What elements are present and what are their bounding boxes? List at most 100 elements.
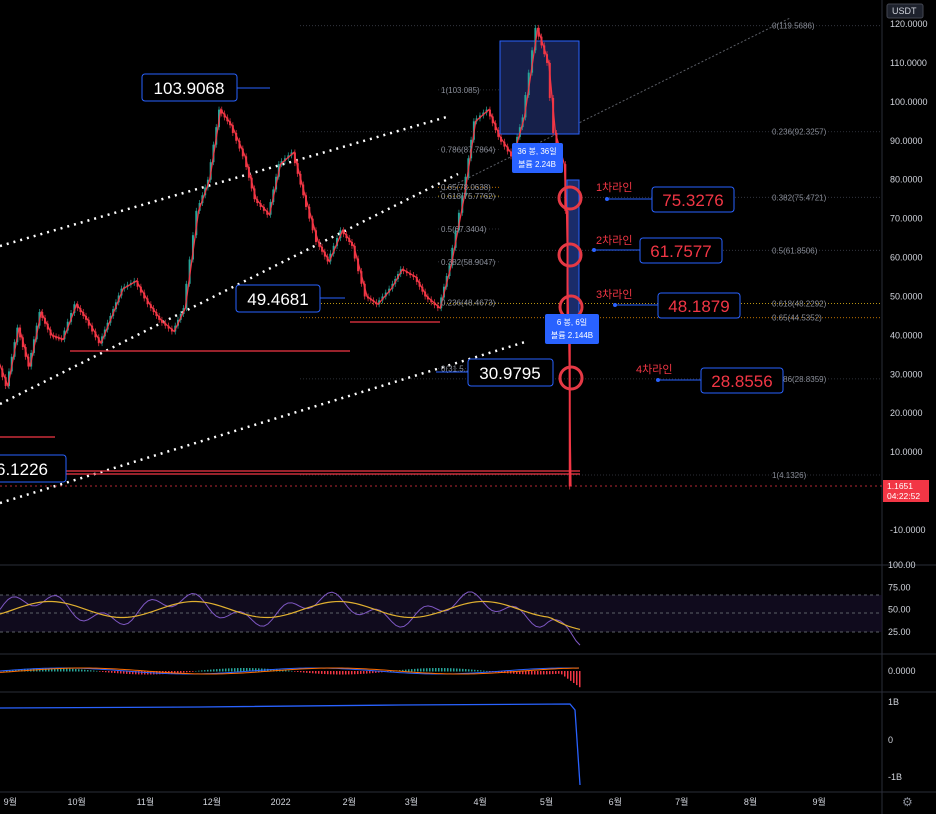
- level-label: 3차라인: [596, 288, 632, 301]
- macd-bar: [114, 671, 116, 674]
- currency-badge[interactable]: USDT: [886, 3, 924, 19]
- macd-bar: [219, 668, 221, 672]
- channel-lower-line: [0, 340, 526, 505]
- macd-bar: [501, 671, 503, 673]
- volume-tick: -1B: [888, 772, 902, 782]
- callout-30-text: 30.9795: [479, 364, 540, 383]
- fib-right-labels: 0(119.5686) 0.236(92.3257) 0.382(75.4721) 0…: [772, 22, 827, 480]
- measure-box[interactable]: [499, 40, 580, 135]
- macd-bar: [207, 669, 209, 672]
- price-tick: 90.0000: [890, 136, 923, 146]
- fib-mid-label: 0.618(75.7762): [441, 192, 496, 201]
- macd-bar: [228, 668, 230, 672]
- channel-middle-line: [0, 172, 459, 406]
- candle-body: [531, 50, 534, 73]
- macd-bar: [354, 671, 356, 675]
- level-value: 61.7577: [650, 242, 711, 261]
- price-tick: 120.0000: [890, 19, 928, 29]
- macd-bar: [360, 671, 362, 674]
- macd-bar: [216, 669, 218, 672]
- time-axis[interactable]: 9월 10월 11월 12월 2022 2월 3월 4월 5월 6월 7월 8월 9월: [4, 796, 826, 807]
- macd-pane: [0, 667, 581, 688]
- macd-bar: [516, 671, 518, 674]
- rsi-tick: 100.00: [888, 560, 916, 570]
- macd-bar: [372, 671, 374, 674]
- settings-icon[interactable]: ⚙: [902, 795, 913, 809]
- info-box-1: 36 봉, 36일 볼륨 2.24B: [512, 143, 563, 173]
- macd-bar: [288, 670, 290, 672]
- time-tick: 9월: [4, 796, 17, 807]
- rsi-tick: 75.00: [888, 582, 911, 592]
- currency-text: USDT: [892, 6, 917, 16]
- level-value-box: [657, 292, 741, 319]
- current-price-value: 1.1651: [887, 481, 913, 491]
- macd-bar: [258, 668, 260, 672]
- macd-bar: [390, 670, 392, 672]
- macd-bar: [327, 671, 329, 675]
- macd-bar: [414, 668, 416, 672]
- macd-bar: [561, 671, 563, 675]
- macd-bar: [573, 671, 575, 683]
- signal-line: [0, 667, 580, 675]
- time-tick: 4월: [473, 796, 486, 807]
- candle-body: [555, 132, 558, 149]
- flow-line: [0, 703, 581, 786]
- macd-bar: [576, 671, 578, 686]
- rsi-pane: [0, 591, 882, 646]
- macd-bar: [126, 671, 128, 674]
- macd-bar: [543, 671, 545, 675]
- macd-bar: [252, 668, 254, 672]
- macd-bar: [63, 668, 65, 672]
- time-tick: 9월: [813, 796, 826, 807]
- macd-bar: [102, 671, 104, 672]
- price-tick: 20.0000: [890, 408, 923, 418]
- macd-bar: [318, 671, 320, 674]
- macd-bar: [225, 668, 227, 672]
- rsi-ma-line: [0, 600, 581, 631]
- macd-bar: [456, 668, 458, 672]
- macd-bar: [348, 671, 350, 675]
- macd-bar: [96, 670, 98, 672]
- candle-body: [461, 195, 464, 213]
- level-label: 2차라인: [596, 234, 632, 247]
- macd-bar: [243, 668, 245, 672]
- svg-text:볼륨 2.144B: 볼륨 2.144B: [551, 330, 593, 340]
- macd-bar: [111, 671, 113, 673]
- callout-6-text: 6.1226: [0, 460, 48, 479]
- macd-bar: [435, 668, 437, 672]
- macd-bar: [72, 668, 74, 672]
- macd-bar: [531, 671, 533, 675]
- macd-bar: [132, 671, 134, 675]
- macd-bar: [417, 668, 419, 672]
- volume-tick: 0: [888, 735, 893, 745]
- target-circle-4: [558, 365, 584, 391]
- macd-bar: [282, 670, 284, 672]
- volume-tick: 1B: [888, 697, 899, 707]
- fib-label: 0.5(61.8506): [772, 246, 818, 255]
- macd-bar: [528, 671, 530, 675]
- macd-bar: [123, 671, 125, 674]
- fib-label: 1(4.1326): [772, 471, 807, 480]
- macd-bar: [471, 669, 473, 672]
- price-tick: 50.0000: [890, 291, 923, 301]
- price-tick: 70.0000: [890, 214, 923, 224]
- macd-bar: [549, 671, 551, 675]
- macd-bar: [483, 670, 485, 672]
- macd-bar: [60, 668, 62, 672]
- callout-103-text: 103.9068: [154, 79, 225, 98]
- candle-body: [548, 62, 551, 98]
- trend-channel: [0, 114, 526, 505]
- candle-body: [552, 97, 555, 133]
- macd-bar: [84, 669, 86, 672]
- macd-bar: [339, 671, 341, 675]
- macd-bar: [480, 670, 482, 672]
- svg-text:볼륨 2.24B: 볼륨 2.24B: [518, 159, 556, 169]
- macd-bar: [441, 668, 443, 672]
- time-tick: 6월: [609, 796, 622, 807]
- macd-bar: [474, 669, 476, 672]
- rsi-tick: 25.00: [888, 627, 911, 637]
- macd-bar: [453, 668, 455, 672]
- svg-text:36 봉, 36일: 36 봉, 36일: [517, 147, 556, 156]
- time-tick: 8월: [744, 796, 757, 807]
